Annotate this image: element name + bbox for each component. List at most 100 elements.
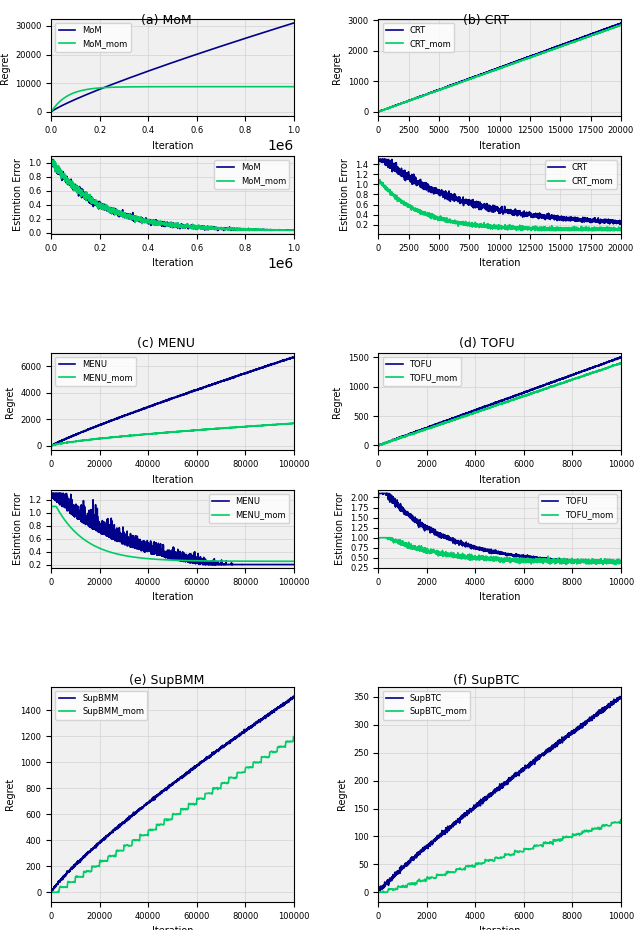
MENU_mom: [165, 554, 173, 565]
Y-axis label: Estimtion Error: Estimtion Error: [13, 158, 22, 232]
SupBMM: [47, 886, 55, 897]
MENU: [239, 559, 246, 570]
MENU_mom: [165, 427, 173, 438]
SupBMM_mom: [163, 814, 170, 825]
MoM: [47, 106, 55, 117]
MENU: [290, 352, 298, 363]
MENU: [60, 489, 68, 500]
SupBTC_mom: [374, 886, 382, 897]
CRT_mom: [374, 179, 382, 190]
TOFU_mom: [566, 555, 573, 566]
CRT_mom: [610, 22, 618, 33]
CRT: [486, 201, 494, 212]
Line: MoM_mom: MoM_mom: [51, 160, 294, 231]
Line: CRT_mom: CRT_mom: [378, 25, 621, 112]
SupBMM_mom: [47, 886, 55, 897]
SupBTC: [610, 697, 618, 708]
Legend: MENU, MENU_mom: MENU, MENU_mom: [209, 494, 289, 523]
MoM: [165, 59, 173, 70]
MENU_mom: [290, 556, 298, 567]
Line: MENU: MENU: [51, 494, 294, 565]
TOFU: [486, 399, 494, 410]
SupBMM: [238, 728, 246, 739]
SupBMM_mom: [191, 799, 199, 810]
CRT: [610, 20, 618, 32]
Y-axis label: Estimtion Error: Estimtion Error: [335, 493, 344, 565]
CRT: [493, 63, 500, 74]
CRT: [610, 216, 618, 227]
SupBMM_mom: [284, 736, 292, 747]
SupBTC_mom: [490, 856, 497, 867]
Legend: CRT, CRT_mom: CRT, CRT_mom: [383, 22, 454, 51]
X-axis label: Iteration: Iteration: [152, 140, 193, 151]
CRT: [616, 219, 624, 230]
MENU_mom: [283, 418, 291, 430]
CRT: [374, 159, 382, 170]
Text: (e) SupBMM: (e) SupBMM: [129, 674, 204, 687]
MoM: [290, 18, 298, 29]
MENU_mom: [159, 428, 166, 439]
MENU_mom: [290, 418, 298, 429]
TOFU: [566, 370, 573, 381]
SupBTC: [374, 886, 382, 897]
TOFU: [493, 397, 500, 408]
TOFU: [610, 557, 618, 568]
MENU: [283, 354, 291, 365]
MoM: [165, 219, 173, 231]
TOFU: [566, 555, 573, 566]
Line: CRT: CRT: [378, 23, 621, 112]
MoM_mom: [283, 81, 291, 92]
TOFU_mom: [374, 542, 382, 553]
Line: TOFU_mom: TOFU_mom: [378, 363, 621, 445]
X-axis label: Iteration: Iteration: [479, 592, 520, 603]
MENU: [60, 434, 67, 445]
MENU: [283, 559, 291, 570]
SupBMM_mom: [290, 731, 298, 742]
Line: TOFU_mom: TOFU_mom: [378, 538, 621, 565]
Line: MoM: MoM: [51, 159, 294, 231]
SupBTC_mom: [491, 852, 499, 863]
MoM_mom: [283, 224, 291, 235]
CRT: [387, 101, 395, 113]
Y-axis label: Regret: Regret: [337, 778, 348, 810]
CRT_mom: [610, 225, 618, 236]
SupBTC_mom: [617, 814, 625, 825]
CRT_mom: [387, 102, 395, 113]
TOFU_mom: [387, 532, 395, 543]
Text: (a) MoM: (a) MoM: [141, 14, 192, 27]
MENU: [165, 548, 173, 559]
SupBMM_mom: [179, 804, 186, 815]
X-axis label: Iteration: Iteration: [479, 259, 520, 269]
SupBMM: [290, 691, 298, 702]
SupBTC: [486, 790, 493, 801]
MoM_mom: [159, 219, 166, 230]
Line: MoM: MoM: [51, 23, 294, 112]
Line: MENU_mom: MENU_mom: [51, 423, 294, 445]
MoM: [159, 219, 166, 230]
TOFU_mom: [566, 375, 573, 386]
CRT_mom: [493, 220, 500, 232]
TOFU_mom: [374, 440, 382, 451]
MoM_mom: [238, 81, 246, 92]
CRT: [374, 153, 382, 165]
TOFU: [375, 440, 383, 451]
SupBTC: [617, 692, 625, 703]
Legend: MENU, MENU_mom: MENU, MENU_mom: [56, 357, 136, 386]
Line: MENU: MENU: [51, 357, 294, 445]
MENU_mom: [47, 440, 55, 451]
CRT: [617, 18, 625, 29]
MoM_mom: [253, 225, 261, 236]
MENU: [159, 549, 166, 560]
TOFU_mom: [617, 557, 625, 568]
Line: SupBTC: SupBTC: [378, 697, 621, 892]
MENU: [159, 396, 166, 407]
Text: (f) SupBTC: (f) SupBTC: [453, 674, 520, 687]
Line: CRT: CRT: [378, 159, 621, 224]
MoM: [214, 225, 221, 236]
MENU: [290, 559, 298, 570]
CRT: [486, 65, 494, 76]
TOFU: [617, 352, 625, 363]
X-axis label: Iteration: Iteration: [479, 474, 520, 485]
MENU_mom: [283, 556, 291, 567]
TOFU_mom: [610, 360, 618, 371]
